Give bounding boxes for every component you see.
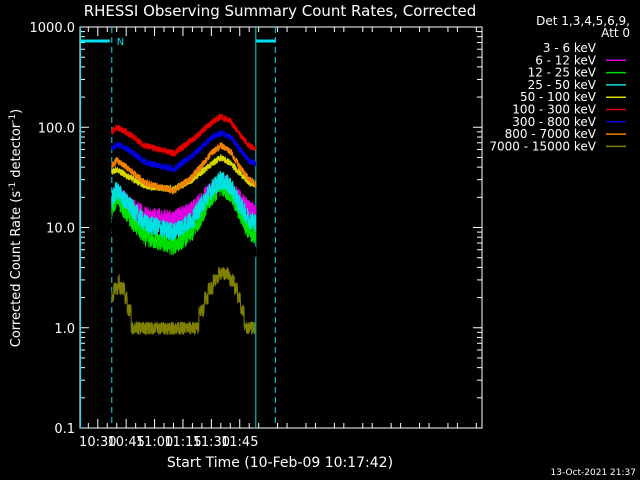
y-tick-label: 0.1 [54,422,75,437]
series-line-5 [111,113,257,158]
series-layer [111,113,257,336]
series-line-3 [111,170,257,241]
y-tick-label: 100.0 [38,121,75,136]
y-axis-label-part2: detector [9,122,24,182]
x-tick-label: 10:45 [107,435,144,450]
chart-title: RHESSI Observing Summary Count Rates, Co… [84,2,477,20]
legend-label: 25 - 50 keV [528,78,597,92]
footer-timestamp: 13-Oct-2021 21:37 [551,468,636,478]
legend-label: 6 - 12 keV [535,53,597,67]
x-tick-label: 11:45 [221,435,258,450]
y-axis-label-sup1: -1 [8,182,18,191]
series-line-7 [111,142,257,195]
legend-label: 800 - 7000 keV [505,127,597,141]
y-axis-label-sup2: -1 [8,114,18,123]
y-axis-label-part1: Corrected Count Rate (s [9,191,24,348]
legend-label: 7000 - 15000 keV [489,139,596,153]
legend-label: 300 - 800 keV [512,115,596,129]
x-tick-label: 11:15 [164,435,201,450]
x-tick-label: 11:00 [136,435,173,450]
legend-label: 50 - 100 keV [520,90,597,104]
x-axis-label: Start Time (10-Feb-09 10:17:42) [167,455,393,471]
night-label: N [117,37,124,48]
x-tick-label: 11:30 [193,435,230,450]
y-tick-labels: 1000.0 100.0 10.0 1.0 0.1 [30,21,76,437]
series-line-8 [111,266,256,336]
series-line-2 [111,178,257,256]
y-tick-label: 1000.0 [30,21,76,36]
series-line-6 [111,129,257,173]
legend-label: 12 - 25 keV [528,66,597,80]
legend-label: 3 - 6 keV [543,41,597,55]
legend-header-line1: Det 1,3,4,5,6,9, [536,14,630,28]
series-line-0 [111,197,257,272]
legend-header-line2: Att 0 [601,26,630,40]
y-tick-label: 1.0 [54,322,75,337]
y-axis-label: Corrected Count Rate (s-1 detector-1) [8,109,24,347]
x-tick-label: 10:30 [79,435,116,450]
y-axis-label-part3: ) [9,109,24,114]
axis-ticks [80,26,482,429]
legend-label: 100 - 300 keV [512,103,596,117]
y-tick-label: 10.0 [46,222,75,237]
